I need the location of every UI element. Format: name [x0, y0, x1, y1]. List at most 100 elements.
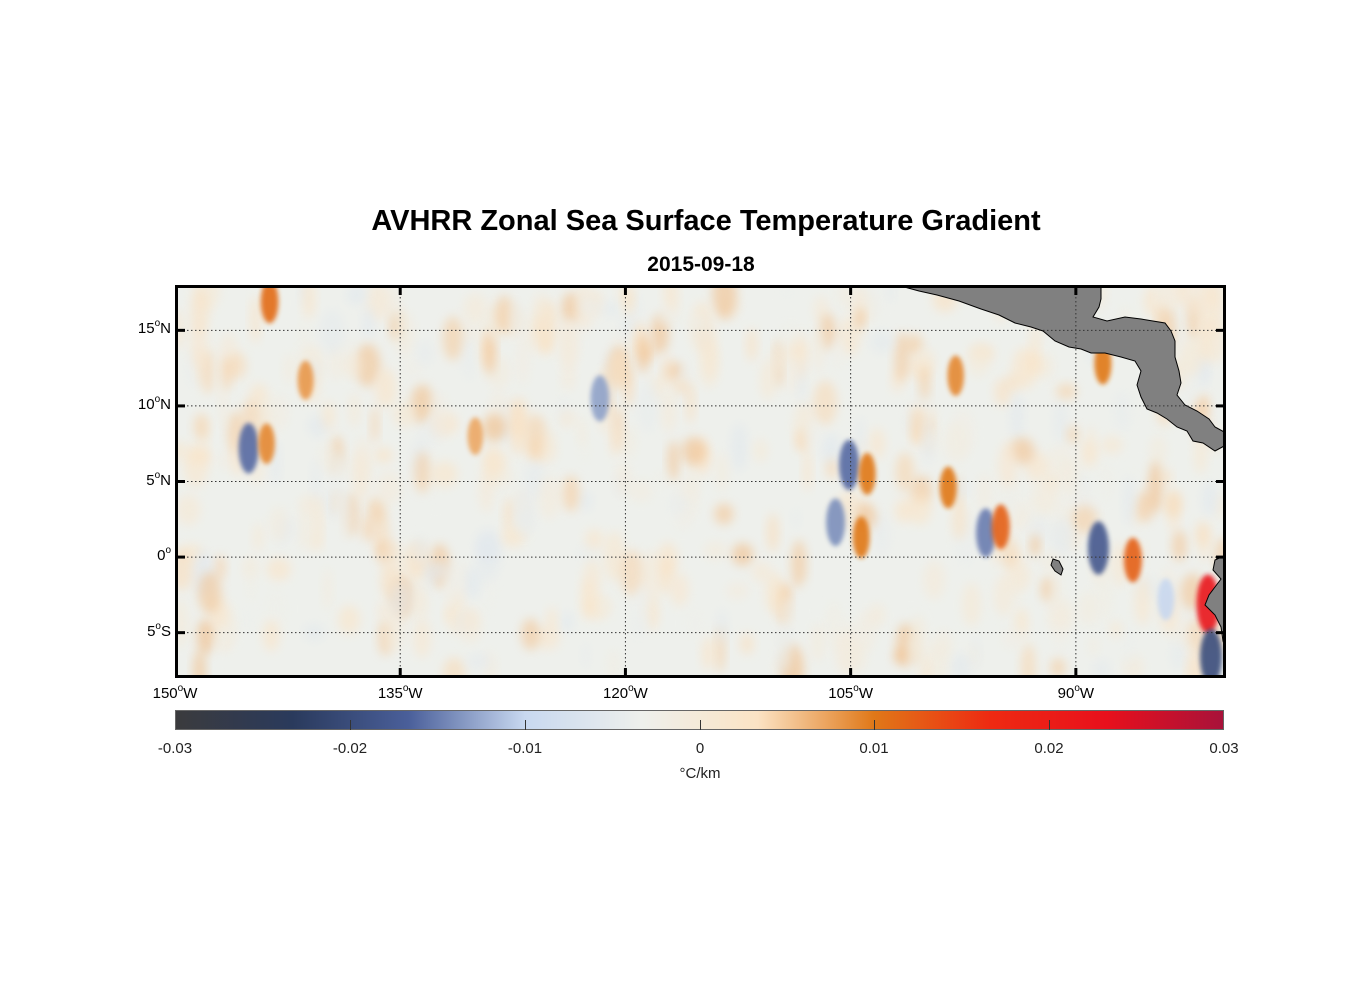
texture-blob: [515, 417, 527, 454]
texture-blob: [1163, 490, 1183, 518]
texture-blob: [416, 340, 433, 367]
texture-blob: [1088, 635, 1099, 657]
texture-blob: [252, 522, 264, 552]
texture-blob: [580, 297, 605, 316]
texture-blob: [1123, 621, 1135, 669]
texture-blob: [804, 422, 822, 451]
texture-blob: [442, 562, 465, 607]
texture-blob: [361, 515, 375, 542]
texture-blob: [622, 425, 636, 459]
texture-blob: [850, 641, 867, 673]
texture-blob: [618, 285, 634, 306]
texture-blob: [667, 440, 679, 481]
texture-blob: [190, 287, 209, 335]
texture-blob: [993, 574, 1014, 617]
gradient-feature: [590, 375, 610, 422]
texture-blob: [911, 409, 923, 445]
colorbar-unit: °C/km: [640, 765, 760, 782]
texture-blob: [412, 535, 429, 565]
texture-blob: [193, 650, 206, 678]
texture-blob: [701, 635, 716, 671]
texture-blob: [577, 416, 587, 447]
texture-blob: [196, 618, 214, 656]
texture-blob: [813, 380, 838, 426]
degree-symbol: o: [154, 393, 161, 405]
texture-blob: [962, 582, 981, 627]
texture-blob: [198, 571, 222, 614]
gradient-feature: [258, 423, 275, 464]
texture-blob: [175, 441, 188, 461]
texture-blob: [262, 620, 280, 652]
lat-label-hemisphere: N: [160, 320, 171, 338]
texture-blob: [1161, 468, 1172, 486]
texture-blob: [443, 316, 463, 361]
lon-label: 120oW: [585, 683, 665, 702]
colorbar-unit-degree: °: [679, 765, 686, 782]
colorbar: [175, 710, 1224, 730]
degree-symbol: o: [628, 683, 634, 694]
texture-blob: [561, 611, 574, 633]
lat-label: 0o: [111, 545, 171, 565]
texture-blob: [1113, 390, 1133, 432]
texture-blob: [766, 513, 779, 553]
colorbar-tick: [525, 720, 526, 730]
texture-blob: [812, 326, 824, 373]
texture-blob: [460, 331, 476, 381]
texture-blob: [482, 414, 507, 442]
texture-blob: [994, 377, 1011, 407]
texture-blob: [803, 450, 812, 492]
texture-blob: [683, 604, 706, 643]
texture-blob: [503, 497, 516, 530]
texture-blob: [1030, 533, 1041, 558]
texture-blob: [410, 384, 434, 424]
texture-blob: [615, 461, 631, 497]
texture-blob: [1172, 530, 1187, 562]
texture-blob: [827, 612, 853, 635]
texture-blob: [370, 406, 379, 443]
texture-blob: [636, 381, 660, 433]
texture-blob: [546, 607, 558, 633]
texture-blob: [661, 392, 677, 433]
texture-blob: [952, 502, 967, 540]
texture-blob: [1161, 285, 1182, 311]
texture-blob: [429, 392, 449, 441]
texture-blob: [271, 393, 289, 431]
texture-blob: [521, 618, 540, 651]
texture-blob: [218, 377, 228, 428]
texture-blob: [951, 652, 971, 678]
texture-blob: [855, 308, 865, 330]
texture-blob: [830, 339, 845, 372]
lon-label-degrees: 135: [377, 685, 403, 702]
gradient-feature: [858, 452, 876, 495]
degree-symbol: o: [853, 683, 859, 694]
texture-blob: [355, 436, 371, 479]
texture-blob: [558, 409, 576, 429]
lat-label-degrees: 0: [157, 547, 166, 565]
texture-blob: [1000, 627, 1027, 650]
texture-blob: [1134, 576, 1151, 626]
texture-blob: [759, 361, 777, 401]
gradient-feature: [852, 516, 870, 559]
texture-blob: [726, 582, 749, 600]
lat-label: 5oN: [111, 469, 171, 489]
texture-blob: [673, 378, 689, 395]
texture-blob: [392, 401, 416, 428]
degree-symbol: o: [155, 620, 161, 632]
texture-blob: [533, 292, 549, 318]
lat-label-hemisphere: N: [160, 471, 171, 489]
map-panel[interactable]: [175, 285, 1226, 678]
texture-blob: [538, 475, 560, 520]
texture-blob: [228, 352, 247, 380]
texture-blob: [873, 512, 891, 558]
texture-blob: [241, 605, 252, 635]
lon-label: 90oW: [1036, 683, 1116, 702]
texture-blob: [825, 458, 839, 479]
texture-blob: [686, 382, 695, 424]
texture-blob: [458, 609, 481, 644]
texture-blob: [855, 416, 865, 457]
texture-blob: [1095, 569, 1113, 619]
texture-blob: [607, 350, 629, 393]
degree-symbol: o: [154, 469, 161, 481]
texture-blob: [670, 573, 689, 607]
map-svg[interactable]: [175, 285, 1226, 678]
